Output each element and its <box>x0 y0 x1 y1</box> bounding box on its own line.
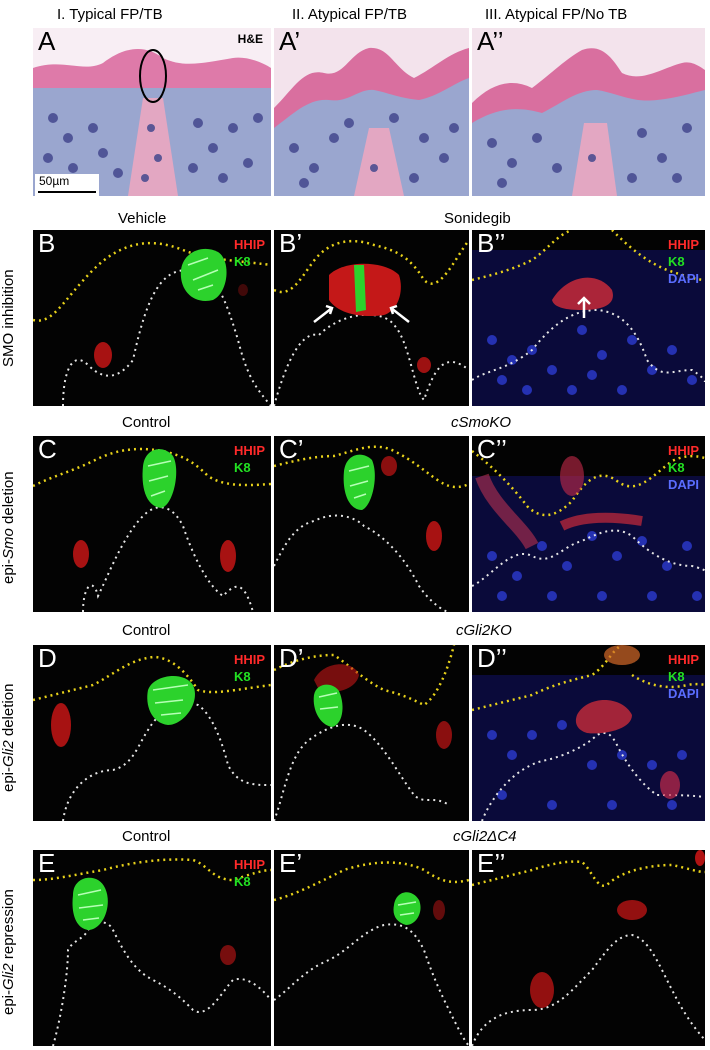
subtitle-cgli2dc4: cGli2ΔC4 <box>453 828 517 845</box>
legend-hhip: HHIP <box>667 652 699 667</box>
panel-e-control: E HHIP K8 <box>33 850 271 1046</box>
panel-label-c-prime: C’ <box>279 436 304 464</box>
channel-legend: HHIP K8 DAPI <box>668 442 699 493</box>
panel-label-c-double-prime: C’’ <box>477 436 507 464</box>
legend-k8: K8 <box>667 460 685 475</box>
legend-k8: K8 <box>233 460 251 475</box>
column-title-typical: I. Typical FP/TB <box>57 6 163 23</box>
legend-dapi: DAPI <box>667 477 699 492</box>
channel-legend: HHIP K8 <box>234 236 265 270</box>
panel-label-e-prime: E’ <box>279 850 303 878</box>
row-label-smo-inhibition: SMO inhibition <box>0 269 17 367</box>
legend-k8: K8 <box>667 254 685 269</box>
column-title-atypical-no-tb: III. Atypical FP/No TB <box>485 6 628 23</box>
he-histology-image <box>472 28 705 196</box>
fluorescence-image <box>274 645 456 821</box>
channel-legend: HHIP K8 DAPI <box>668 651 699 702</box>
panel-e-prime-cgli2dc4: E’ <box>274 850 469 1046</box>
legend-hhip: HHIP <box>233 443 265 458</box>
panel-label-d: D <box>38 645 57 673</box>
panel-label-b-double-prime: B’’ <box>477 230 506 258</box>
fluorescence-image <box>472 645 705 821</box>
fluorescence-image <box>274 861 469 1046</box>
legend-dapi: DAPI <box>667 686 699 701</box>
fluorescence-image <box>33 655 271 821</box>
channel-legend: HHIP K8 DAPI <box>668 236 699 287</box>
legend-hhip: HHIP <box>233 857 265 872</box>
fluorescence-image <box>33 241 271 406</box>
fluorescence-image <box>472 850 705 1046</box>
fluorescence-image <box>33 447 271 612</box>
row-label-epi-gli2-deletion: epi-Gli2 deletion <box>0 683 17 792</box>
subtitle-cgli2ko: cGli2KO <box>456 622 512 639</box>
legend-hhip: HHIP <box>667 237 699 252</box>
legend-hhip: HHIP <box>233 652 265 667</box>
channel-legend: HHIP K8 <box>234 442 265 476</box>
panel-label-a: A <box>38 28 56 56</box>
legend-k8: K8 <box>233 874 251 889</box>
panel-d-double-prime-dapi: D’’ HHIP K8 DAPI <box>472 645 705 821</box>
panel-b-double-prime-dapi: B’’ HHIP K8 DAPI <box>472 230 705 406</box>
panel-c-double-prime-dapi: C’’ HHIP K8 DAPI <box>472 436 705 612</box>
scale-bar: 50µm <box>35 174 99 196</box>
panel-label-e-double-prime: E’’ <box>477 850 506 878</box>
panel-label-a-double-prime: A’’ <box>477 28 504 56</box>
panel-label-a-prime: A’ <box>279 28 301 56</box>
subtitle-control-e: Control <box>122 828 171 845</box>
he-histology-image <box>274 28 469 196</box>
legend-k8: K8 <box>233 254 251 269</box>
fluorescence-image <box>472 450 705 612</box>
panel-label-c: C <box>38 436 57 464</box>
he-histology-image <box>33 28 271 196</box>
legend-hhip: HHIP <box>233 237 265 252</box>
fluorescence-image <box>274 239 469 406</box>
panel-a-he-typical: A H&E 50µm <box>33 28 271 196</box>
subtitle-control-d: Control <box>122 622 171 639</box>
fluorescence-image <box>274 445 469 612</box>
subtitle-sonidegib: Sonidegib <box>444 210 511 227</box>
panel-b-prime-sonidegib: B’ <box>274 230 469 406</box>
fluorescence-image <box>33 858 271 1046</box>
panel-c-prime-csmoko: C’ <box>274 436 469 612</box>
scale-bar-label: 50µm <box>39 174 70 188</box>
legend-hhip: HHIP <box>667 443 699 458</box>
legend-dapi: DAPI <box>667 271 699 286</box>
panel-label-d-double-prime: D’’ <box>477 645 507 673</box>
subtitle-control-c: Control <box>122 414 171 431</box>
stain-tag-he: H&E <box>237 32 263 46</box>
fluorescence-image <box>472 230 705 406</box>
panel-a-prime-he: A’ <box>274 28 469 196</box>
panel-a-double-prime-he: A’’ <box>472 28 705 196</box>
panel-label-e: E <box>38 850 56 878</box>
subtitle-vehicle: Vehicle <box>118 210 167 227</box>
panel-label-d-prime: D’ <box>279 645 304 673</box>
legend-k8: K8 <box>233 669 251 684</box>
row-label-epi-smo-deletion: epi-Smo deletion <box>0 471 17 584</box>
channel-legend: HHIP K8 <box>234 651 265 685</box>
channel-legend: HHIP K8 <box>234 856 265 890</box>
legend-k8: K8 <box>667 669 685 684</box>
scale-bar-line <box>38 191 96 193</box>
panel-label-b: B <box>38 230 56 258</box>
panel-e-double-prime: E’’ <box>472 850 705 1046</box>
row-label-epi-gli2-repression: epi-Gli2 repression <box>0 889 17 1016</box>
panel-b-vehicle: B HHIP K8 <box>33 230 271 406</box>
panel-d-control: D HHIP K8 <box>33 645 271 821</box>
column-title-atypical-tb: II. Atypical FP/TB <box>292 6 408 23</box>
panel-d-prime-cgli2ko: D’ <box>274 645 469 821</box>
panel-label-b-prime: B’ <box>279 230 303 258</box>
panel-c-control: C HHIP K8 <box>33 436 271 612</box>
subtitle-csmoko: cSmoKO <box>451 414 512 431</box>
